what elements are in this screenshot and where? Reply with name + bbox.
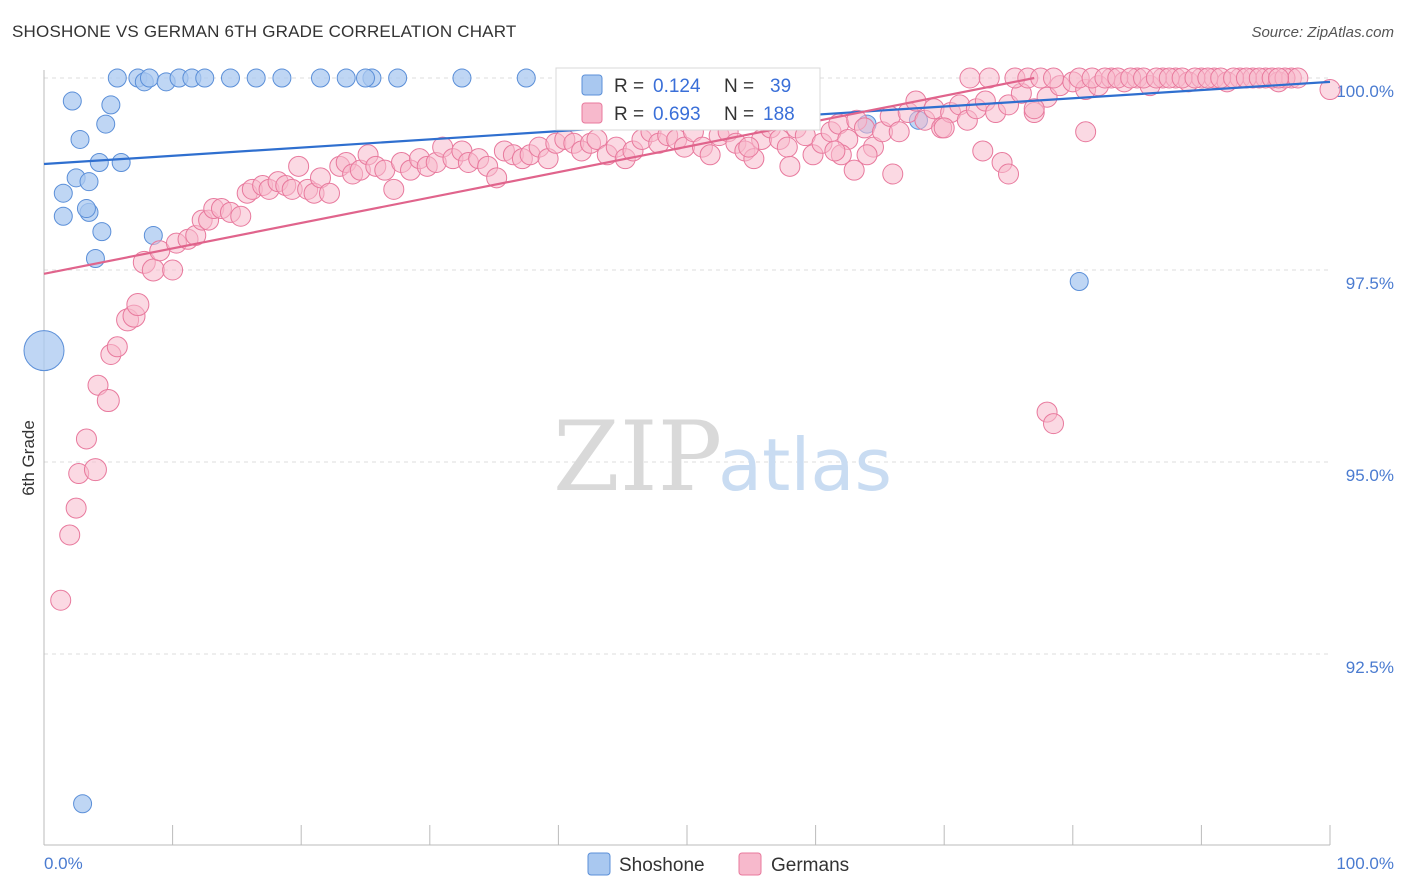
- legend-germans-n-label: N =: [724, 104, 754, 125]
- germans-point: [59, 524, 81, 546]
- watermark: ZIP atlas: [553, 401, 892, 513]
- germans-point: [699, 144, 721, 166]
- germans-point: [738, 136, 760, 158]
- shoshone-point: [76, 199, 96, 219]
- shoshone-point: [89, 152, 109, 172]
- shoshone-point: [356, 68, 375, 88]
- germans-point: [288, 155, 310, 177]
- germans-point: [75, 428, 97, 450]
- stats-legend: R = 0.124 N = 39 R = 0.693 N = 188: [555, 67, 821, 131]
- germans-point: [853, 117, 875, 139]
- shoshone-point: [79, 172, 99, 192]
- germans-point: [126, 293, 150, 317]
- legend-germans-n-value: 188: [763, 104, 795, 125]
- legend-shoshone-n-label: N =: [724, 76, 754, 97]
- series-legend: Shoshone Germans: [587, 852, 849, 876]
- legend-swatch-germans: [581, 102, 603, 124]
- grid-lines: [44, 77, 1330, 655]
- shoshone-point: [53, 183, 73, 203]
- series-legend-swatch-germans: [738, 852, 762, 876]
- germans-point: [87, 374, 109, 396]
- germans-point: [106, 336, 128, 358]
- y-tick-label: 92.5%: [1346, 658, 1394, 677]
- germans-point: [959, 67, 981, 89]
- germans-point: [998, 163, 1019, 185]
- shoshone-point: [452, 68, 472, 88]
- legend-shoshone-r-label: R =: [614, 76, 644, 97]
- legend-germans-r-value: 0.693: [653, 104, 701, 125]
- shoshone-point: [92, 222, 112, 242]
- shoshone-point: [220, 68, 240, 88]
- germans-point: [65, 497, 87, 519]
- germans-point: [1043, 413, 1065, 435]
- shoshone-point: [101, 95, 121, 115]
- germans-point: [776, 136, 798, 158]
- germans-point: [972, 140, 994, 162]
- watermark-zip: ZIP: [553, 401, 722, 513]
- shoshone-point: [139, 68, 159, 88]
- germans-point: [383, 178, 405, 200]
- germans-point: [162, 259, 184, 281]
- germans-point: [779, 155, 801, 177]
- y-tick-label: 97.5%: [1346, 274, 1394, 293]
- legend-germans-r-label: R =: [614, 104, 644, 125]
- x-ticks: [43, 825, 1331, 845]
- shoshone-point: [107, 68, 127, 88]
- shoshone-point: [53, 206, 73, 226]
- germans-point: [1043, 67, 1065, 89]
- shoshone-point: [388, 68, 408, 88]
- shoshone-point: [73, 794, 93, 814]
- shoshone-point: [336, 68, 356, 88]
- germans-point: [141, 258, 165, 282]
- series-germans: [50, 67, 1341, 611]
- legend-shoshone-n-value: 39: [770, 76, 791, 97]
- source-credit: Source: ZipAtlas.com: [1251, 24, 1394, 41]
- germans-point: [83, 458, 107, 482]
- shoshone-point: [23, 330, 65, 372]
- shoshone-point: [246, 68, 266, 88]
- shoshone-point: [310, 68, 330, 88]
- germans-point: [1268, 67, 1290, 89]
- germans-point: [856, 144, 878, 166]
- shoshone-point: [70, 129, 90, 149]
- germans-point: [824, 140, 846, 162]
- x-tick-label-max: 100.0%: [1336, 854, 1394, 873]
- shoshone-point: [111, 152, 131, 172]
- shoshone-point: [195, 68, 215, 88]
- shoshone-point: [96, 114, 116, 134]
- series-legend-swatch-shoshone: [587, 852, 611, 876]
- y-axis-title: 6th Grade: [19, 420, 38, 496]
- y-tick-label: 95.0%: [1346, 466, 1394, 485]
- germans-point: [318, 182, 340, 204]
- chart-title: SHOSHONE VS GERMAN 6TH GRADE CORRELATION…: [12, 22, 517, 41]
- series-legend-shoshone: Shoshone: [619, 855, 705, 876]
- shoshone-point: [62, 91, 82, 111]
- x-tick-label-min: 0.0%: [44, 854, 83, 873]
- germans-point: [1319, 79, 1341, 101]
- shoshone-point: [516, 68, 536, 88]
- germans-point: [96, 389, 120, 413]
- shoshone-point: [1069, 272, 1089, 292]
- germans-point: [1023, 98, 1045, 120]
- germans-point: [933, 117, 955, 139]
- germans-point: [888, 121, 910, 143]
- shoshone-point: [272, 68, 292, 88]
- y-tick-label: 100.0%: [1336, 82, 1394, 101]
- germans-point: [882, 163, 904, 185]
- germans-point: [50, 589, 72, 611]
- series-legend-germans: Germans: [771, 855, 849, 876]
- germans-point: [230, 205, 252, 227]
- trend-line-germans: [43, 76, 1035, 275]
- watermark-atlas: atlas: [718, 423, 892, 507]
- legend-shoshone-r-value: 0.124: [653, 76, 701, 97]
- legend-swatch-shoshone: [581, 74, 603, 96]
- germans-point: [1075, 121, 1097, 143]
- y-tick-labels: 100.0% 97.5% 95.0% 92.5%: [1336, 82, 1394, 677]
- germans-point: [843, 159, 865, 181]
